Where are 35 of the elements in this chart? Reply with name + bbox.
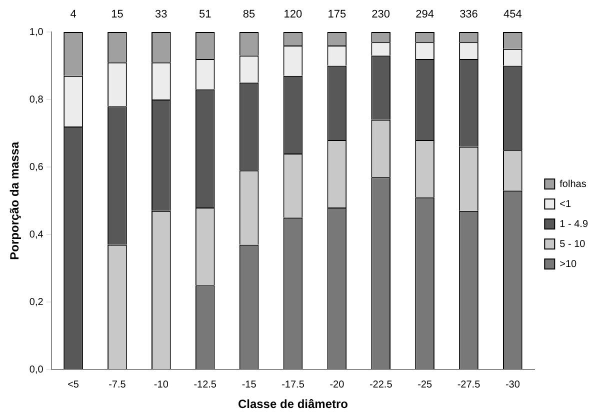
text: 336 xyxy=(460,8,478,21)
y-axis-title: Porporção da massa xyxy=(8,141,22,260)
text: 120 xyxy=(284,8,302,21)
x-tick-label: -15 xyxy=(242,379,257,390)
text: 230 xyxy=(372,8,390,21)
x-tick-label: -12.5 xyxy=(194,379,217,390)
y-tick-label: 0,2 xyxy=(29,296,44,308)
text: 175 xyxy=(328,8,346,21)
text: 294 xyxy=(416,8,434,21)
x-tick-label: -30 xyxy=(505,379,520,390)
y-tick-label: 0,6 xyxy=(29,162,44,173)
x-tick-label: -27.5 xyxy=(457,379,481,390)
y-tick-label: 0,0 xyxy=(29,364,44,376)
text: 85 xyxy=(242,8,256,21)
text: 4 xyxy=(70,8,76,21)
x-tick-label: -20 xyxy=(330,379,345,390)
x-tick-label: -17.5 xyxy=(282,379,305,390)
y-tick-label: 1,0 xyxy=(29,26,44,38)
y-tick-label: 0,4 xyxy=(29,229,44,240)
x-tick-label: -25 xyxy=(418,379,432,390)
legend-label: 1 - 4.9 xyxy=(560,218,588,230)
y-tick-label: 0,8 xyxy=(29,94,44,106)
legend-label: folhas xyxy=(560,178,586,190)
text: 15 xyxy=(111,8,124,21)
text: 454 xyxy=(504,8,522,21)
text: 33 xyxy=(155,8,168,21)
text: 51 xyxy=(198,8,212,21)
x-tick-label: -7.5 xyxy=(108,379,126,390)
x-tick-label: -22.5 xyxy=(369,379,393,390)
legend-label: 5 - 10 xyxy=(560,238,586,250)
legend-label: <1 xyxy=(560,198,572,210)
legend-label: >10 xyxy=(560,258,578,270)
x-axis-title: Classe de diâmetro xyxy=(238,397,348,412)
x-tick-label: <5 xyxy=(68,379,80,390)
x-tick-label: -10 xyxy=(154,379,169,390)
